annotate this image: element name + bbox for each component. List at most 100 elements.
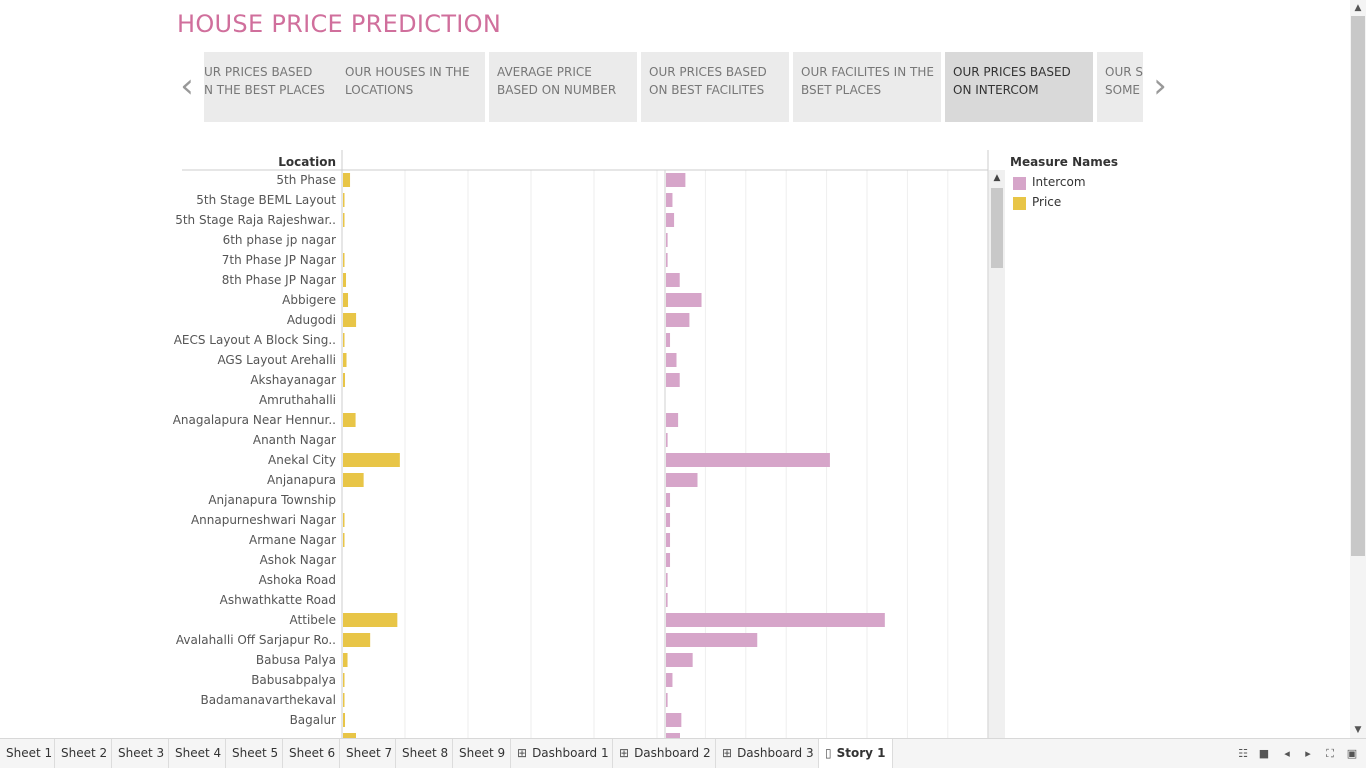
scrollbar-thumb[interactable] bbox=[991, 188, 1003, 268]
intercom-bar bbox=[666, 293, 702, 307]
story-point-3[interactable]: AVERAGE PRICE BASED ON NUMBER bbox=[489, 52, 637, 122]
price-bar bbox=[343, 173, 351, 187]
category-label: Avalahalli Off Sarjapur Ro.. bbox=[176, 633, 336, 647]
price-bar bbox=[343, 313, 357, 327]
tab-label: Sheet 8 bbox=[402, 746, 449, 760]
tab-label: Sheet 7 bbox=[346, 746, 393, 760]
tab-sheet-2[interactable]: Sheet 2 bbox=[55, 739, 112, 768]
tab-dashboard-2[interactable]: ⊞ Dashboard 2 bbox=[613, 739, 716, 768]
scroll-up-icon[interactable]: ▲ bbox=[1354, 3, 1362, 13]
intercom-bar bbox=[666, 433, 668, 447]
tab-sheet-4[interactable]: Sheet 4 bbox=[169, 739, 226, 768]
filmstrip-icon[interactable]: ■ bbox=[1258, 747, 1270, 760]
price-bar bbox=[343, 653, 348, 667]
device-preview-icon[interactable]: ▣ bbox=[1346, 747, 1358, 760]
tab-sheet-5[interactable]: Sheet 5 bbox=[226, 739, 283, 768]
bar-chart: Location 5th Phase 5th Stage BEML Layout 5t… bbox=[173, 150, 989, 738]
tab-dashboard-1[interactable]: ⊞ Dashboard 1 bbox=[511, 739, 613, 768]
intercom-bar bbox=[666, 653, 693, 667]
previous-sheet-icon[interactable]: ◂ bbox=[1284, 747, 1290, 760]
category-label: 6th phase jp nagar bbox=[223, 233, 336, 247]
story-icon: ▯ bbox=[825, 746, 832, 760]
tab-dashboard-3[interactable]: ⊞ Dashboard 3 bbox=[716, 739, 819, 768]
price-bar bbox=[343, 473, 364, 487]
sheet-sorter-icon[interactable]: ☷ bbox=[1238, 747, 1248, 760]
intercom-bar bbox=[666, 593, 668, 607]
tab-sheet-8[interactable]: Sheet 8 bbox=[396, 739, 453, 768]
category-label: Ananth Nagar bbox=[253, 433, 336, 447]
next-sheet-icon[interactable]: ▸ bbox=[1305, 747, 1311, 760]
intercom-bar bbox=[666, 273, 680, 287]
story-point-4[interactable]: OUR PRICES BASED ON BEST FACILITES bbox=[641, 52, 789, 122]
intercom-bar bbox=[666, 613, 885, 627]
price-bar bbox=[343, 413, 356, 427]
category-label: Ashok Nagar bbox=[260, 553, 336, 567]
page-scrollbar[interactable]: ▲ ▼ bbox=[1350, 0, 1366, 738]
page-scrollbar-thumb[interactable] bbox=[1351, 16, 1365, 556]
tab-sheet-9[interactable]: Sheet 9 bbox=[453, 739, 511, 768]
category-label: Abbigere bbox=[282, 293, 336, 307]
category-label: AECS Layout A Block Sing.. bbox=[174, 333, 336, 347]
row-header-label: Location bbox=[278, 155, 336, 169]
category-label: Anagalapura Near Hennur.. bbox=[173, 413, 336, 427]
dashboard-icon: ⊞ bbox=[619, 746, 630, 760]
price-bar bbox=[343, 213, 345, 227]
intercom-bar bbox=[666, 213, 675, 227]
chevron-left-icon[interactable]: ‹ bbox=[180, 66, 194, 106]
category-label: Babusa Palya bbox=[256, 653, 336, 667]
story-point-2[interactable]: OUR HOUSES IN THE LOCATIONS bbox=[337, 52, 485, 122]
tab-label: Dashboard 2 bbox=[634, 746, 711, 760]
price-bar bbox=[343, 533, 345, 547]
tab-sheet-6[interactable]: Sheet 6 bbox=[283, 739, 340, 768]
price-bar bbox=[343, 513, 345, 527]
scroll-down-icon[interactable]: ▼ bbox=[1354, 725, 1362, 735]
tab-sheet-3[interactable]: Sheet 3 bbox=[112, 739, 169, 768]
category-label: AGS Layout Arehalli bbox=[217, 353, 336, 367]
tab-label: Dashboard 3 bbox=[737, 746, 814, 760]
scroll-up-icon[interactable]: ▲ bbox=[993, 173, 1001, 183]
tab-label: Sheet 3 bbox=[118, 746, 165, 760]
intercom-bar bbox=[666, 553, 671, 567]
page-title: HOUSE PRICE PREDICTION bbox=[177, 10, 502, 38]
price-bar bbox=[343, 673, 345, 687]
intercom-bar bbox=[666, 333, 671, 347]
story-point-6[interactable]: OUR PRICES BASED ON INTERCOM bbox=[945, 52, 1093, 122]
tab-story-1[interactable]: ▯ Story 1 bbox=[819, 739, 893, 768]
category-label: Amruthahalli bbox=[259, 393, 336, 407]
story-point-1[interactable]: UR PRICES BASED N THE BEST PLACES bbox=[204, 52, 343, 122]
tab-label: Sheet 6 bbox=[289, 746, 336, 760]
category-label: 7th Phase JP Nagar bbox=[222, 253, 336, 267]
dashboard-icon: ⊞ bbox=[517, 746, 528, 760]
price-bar bbox=[343, 253, 345, 267]
tab-label: Sheet 4 bbox=[175, 746, 222, 760]
intercom-bar bbox=[666, 173, 686, 187]
story-point-7[interactable]: OUR SI SOME bbox=[1097, 52, 1143, 122]
chart-scrollbar[interactable]: ▲ bbox=[989, 170, 1005, 738]
tab-sheet-7[interactable]: Sheet 7 bbox=[340, 739, 396, 768]
tab-label: Dashboard 1 bbox=[532, 746, 609, 760]
intercom-bar bbox=[666, 233, 668, 247]
intercom-bar bbox=[666, 573, 668, 587]
category-label: Ashoka Road bbox=[259, 573, 336, 587]
intercom-bar bbox=[666, 413, 679, 427]
intercom-bar bbox=[666, 193, 673, 207]
price-bar bbox=[343, 353, 347, 367]
chevron-right-icon[interactable]: › bbox=[1153, 66, 1167, 106]
price-bar bbox=[343, 693, 345, 707]
price-bar bbox=[343, 453, 400, 467]
tab-sheet-1[interactable]: Sheet 1 bbox=[0, 739, 55, 768]
presentation-mode-icon[interactable]: ⛶ bbox=[1326, 747, 1334, 760]
category-label: Babusabpalya bbox=[251, 673, 336, 687]
story-point-5[interactable]: OUR FACILITES IN THE BSET PLACES bbox=[793, 52, 941, 122]
category-label: Attibele bbox=[290, 613, 336, 627]
category-label: Anjanapura bbox=[267, 473, 336, 487]
category-label: Badamanavarthekaval bbox=[200, 693, 336, 707]
tab-label: Sheet 2 bbox=[61, 746, 108, 760]
price-bar bbox=[343, 373, 346, 387]
category-label: 8th Phase JP Nagar bbox=[222, 273, 336, 287]
intercom-bar bbox=[666, 733, 680, 738]
price-bar bbox=[343, 333, 345, 347]
legend-label-intercom: Intercom bbox=[1032, 175, 1086, 189]
legend-swatch-intercom bbox=[1013, 177, 1026, 190]
intercom-bar bbox=[666, 353, 677, 367]
